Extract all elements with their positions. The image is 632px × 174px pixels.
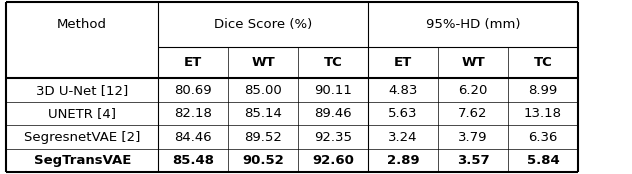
Text: SegresnetVAE [2]: SegresnetVAE [2] — [24, 131, 140, 144]
Text: 84.46: 84.46 — [174, 131, 212, 144]
Text: 85.48: 85.48 — [172, 154, 214, 167]
Text: WT: WT — [461, 56, 485, 69]
Text: 2.89: 2.89 — [387, 154, 420, 167]
Text: 92.60: 92.60 — [312, 154, 354, 167]
Text: 3D U-Net [12]: 3D U-Net [12] — [36, 84, 128, 97]
Text: 85.00: 85.00 — [244, 84, 282, 97]
Text: 90.11: 90.11 — [314, 84, 352, 97]
Text: UNETR [4]: UNETR [4] — [48, 107, 116, 120]
Text: 13.18: 13.18 — [524, 107, 562, 120]
Text: 3.79: 3.79 — [458, 131, 488, 144]
Text: ET: ET — [184, 56, 202, 69]
Text: 95%-HD (mm): 95%-HD (mm) — [426, 18, 520, 31]
Text: 90.52: 90.52 — [242, 154, 284, 167]
Text: 85.14: 85.14 — [244, 107, 282, 120]
Text: 5.84: 5.84 — [526, 154, 559, 167]
Text: 6.36: 6.36 — [528, 131, 557, 144]
Text: SegTransVAE: SegTransVAE — [33, 154, 131, 167]
Text: Dice Score (%): Dice Score (%) — [214, 18, 312, 31]
Text: 3.24: 3.24 — [388, 131, 418, 144]
Text: WT: WT — [251, 56, 275, 69]
Text: 80.69: 80.69 — [174, 84, 212, 97]
Text: 89.52: 89.52 — [244, 131, 282, 144]
Text: 82.18: 82.18 — [174, 107, 212, 120]
Text: TC: TC — [324, 56, 343, 69]
Text: 5.63: 5.63 — [388, 107, 418, 120]
Text: 89.46: 89.46 — [314, 107, 352, 120]
Text: 7.62: 7.62 — [458, 107, 488, 120]
Text: 3.57: 3.57 — [457, 154, 489, 167]
Text: 4.83: 4.83 — [388, 84, 418, 97]
Text: Method: Method — [57, 18, 107, 31]
Text: 8.99: 8.99 — [528, 84, 557, 97]
Text: TC: TC — [533, 56, 552, 69]
Text: ET: ET — [394, 56, 412, 69]
Text: 92.35: 92.35 — [314, 131, 352, 144]
Text: 6.20: 6.20 — [458, 84, 488, 97]
